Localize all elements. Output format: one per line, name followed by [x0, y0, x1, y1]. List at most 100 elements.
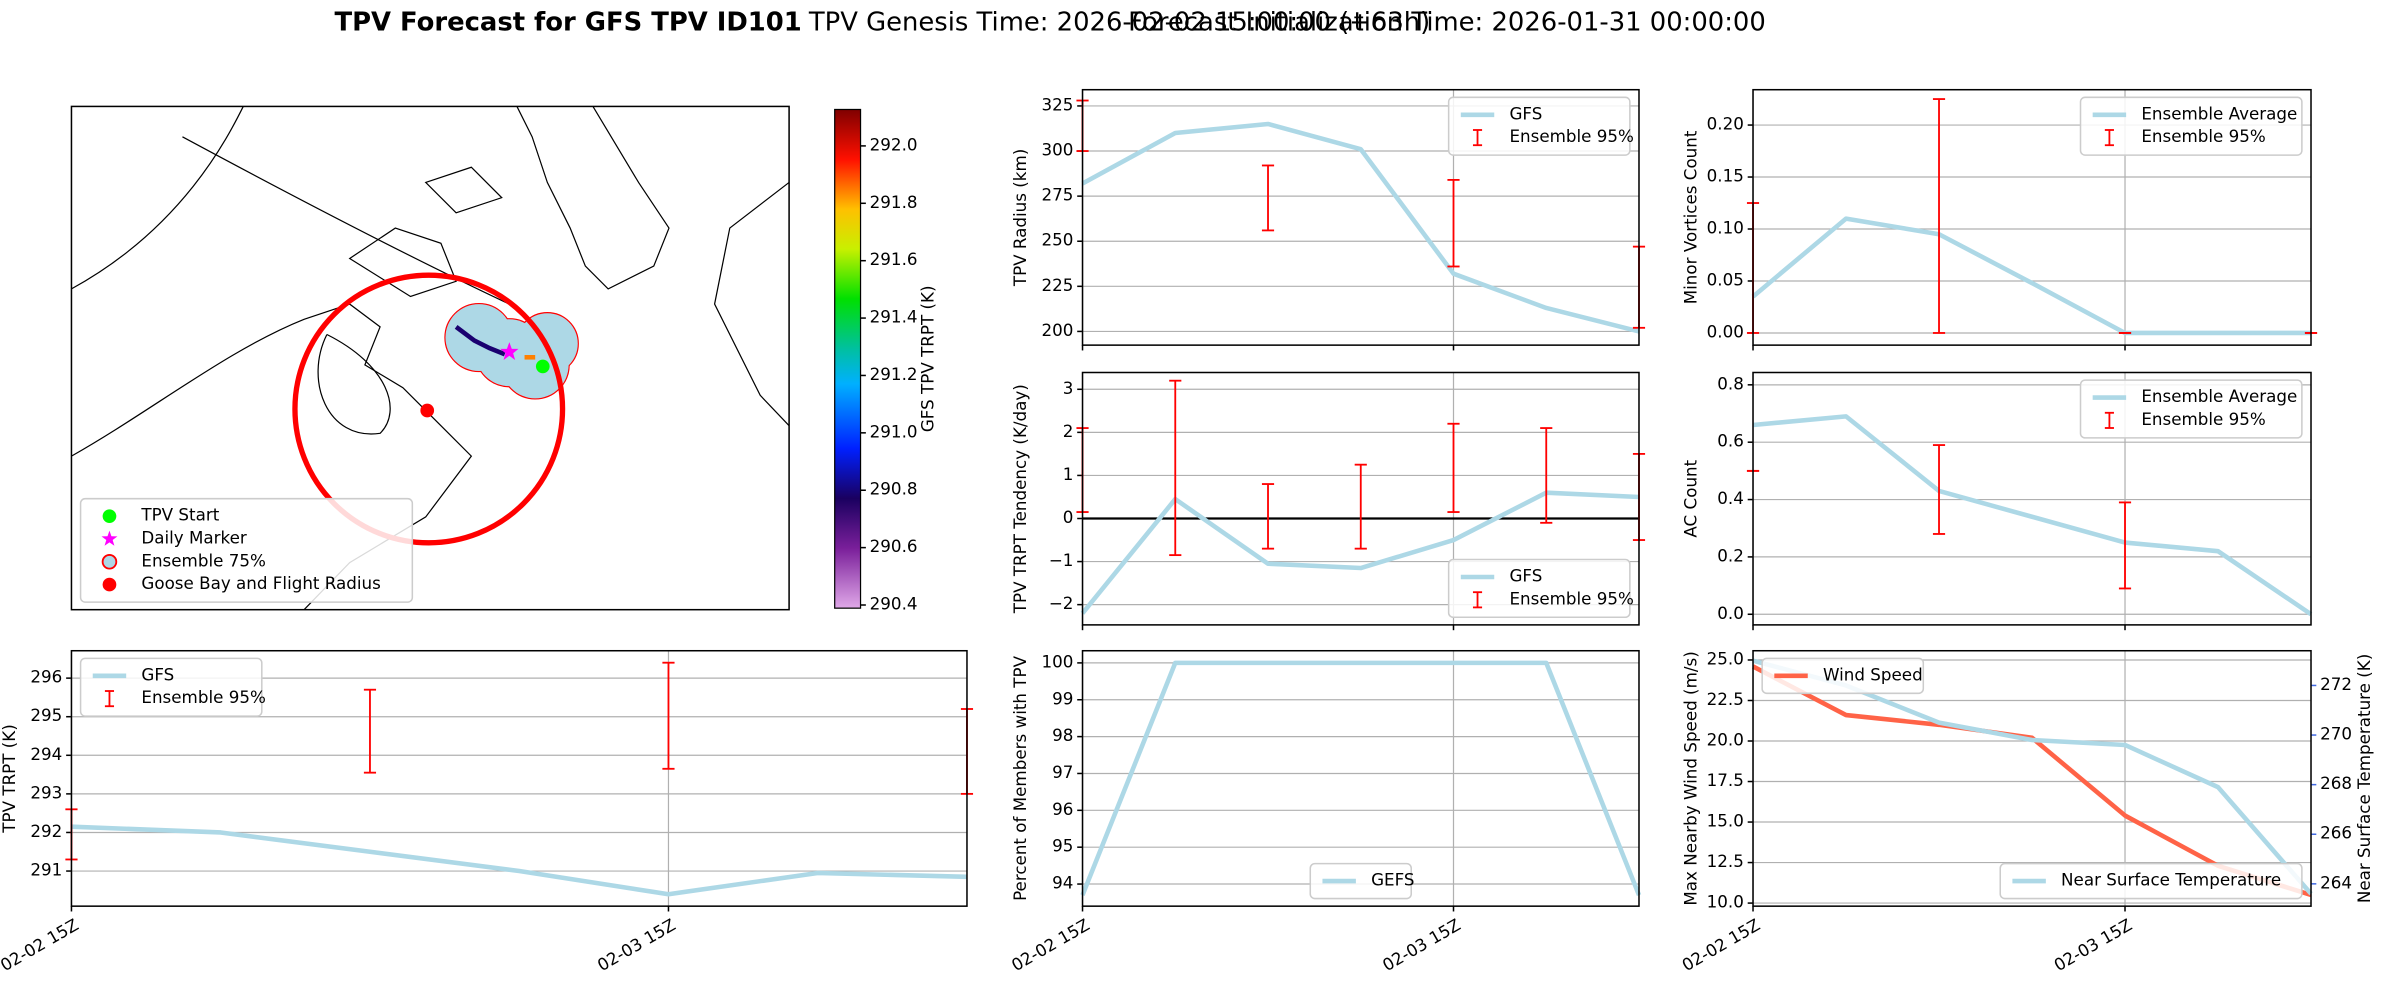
- y-tick-label: 0.6: [1717, 431, 1744, 451]
- axes-frame: [1752, 88, 2312, 346]
- legend-box: [1761, 657, 1925, 695]
- legend-box: [2079, 96, 2303, 156]
- coastline: [713, 181, 790, 427]
- colorbar-tick-label: 291.6: [870, 249, 918, 269]
- y-tick-label: 2: [1063, 421, 1074, 441]
- legend-box: [79, 497, 414, 603]
- y2-tick-label: 268: [2320, 773, 2352, 793]
- title-genesis: TPV Genesis Time: 2026-02-02 15:00:00 (+…: [808, 7, 1430, 37]
- colorbar-tick-label: 290.4: [870, 594, 918, 614]
- y-tick-label: 0.2: [1717, 545, 1744, 565]
- y-tick-label: 25.0: [1707, 648, 1744, 668]
- coastline: [516, 106, 670, 290]
- y-tick-label: 0.05: [1707, 269, 1744, 289]
- y-tick-label: 100: [1041, 651, 1073, 671]
- y-tick-label: 0.0: [1717, 603, 1744, 623]
- flight-radius: [292, 272, 566, 546]
- y-tick-label: 294: [30, 744, 62, 764]
- y-tick-label: 0.00: [1707, 321, 1744, 341]
- y-tick-label: 291: [30, 860, 62, 880]
- legend-label: GFS: [1509, 565, 1542, 585]
- legend-label: Ensemble 95%: [2141, 126, 2265, 146]
- coastline: [348, 166, 503, 298]
- legend-label: GFS: [1509, 103, 1542, 123]
- y-tick-label: 98: [1052, 725, 1073, 745]
- y-axis-label: Minor Vortices Count: [1681, 130, 1701, 304]
- legend-box: [79, 657, 263, 717]
- y-tick-label: −1: [1049, 550, 1074, 570]
- y-tick-label: 0.8: [1717, 373, 1744, 393]
- y-tick-label: 10.0: [1707, 892, 1744, 912]
- legend-label: Ensemble 95%: [2141, 409, 2265, 429]
- series-line: [1081, 121, 1640, 334]
- colorbar-label: GFS TPV TRPT (K): [917, 285, 937, 432]
- axes-frame: [1081, 649, 1640, 907]
- map-drawing: [71, 106, 790, 611]
- legend-label: Goose Bay and Flight Radius: [141, 573, 380, 593]
- axes-frame: [70, 649, 968, 907]
- legend-box: [2079, 379, 2303, 439]
- y-axis-label: Percent of Members with TPV: [1010, 655, 1030, 901]
- y-tick-label: 292: [30, 821, 62, 841]
- colorbar: [834, 108, 862, 609]
- track: [454, 325, 506, 357]
- y-tick-label: 99: [1052, 688, 1073, 708]
- y-tick-label: 300: [1041, 140, 1073, 160]
- y-axis-label: Max Nearby Wind Speed (m/s): [1681, 651, 1701, 905]
- axes-frame: [1081, 88, 1640, 346]
- y-tick-label: 225: [1041, 275, 1073, 295]
- legend-label: Ensemble 95%: [141, 687, 265, 707]
- y-tick-label: 1: [1063, 464, 1074, 484]
- coastline: [71, 303, 473, 611]
- series-line: [1751, 216, 2312, 336]
- goose-bay: [420, 403, 435, 418]
- y-tick-label: 17.5: [1707, 770, 1744, 790]
- y-tick-label: 295: [30, 705, 62, 725]
- y-tick-label: 0: [1063, 507, 1074, 527]
- y2-tick-label: 272: [2320, 674, 2352, 694]
- y-tick-label: 0.20: [1707, 114, 1744, 134]
- legend-swatch: [101, 554, 118, 570]
- y-tick-label: 293: [30, 782, 62, 802]
- legend-label: TPV Start: [140, 505, 219, 525]
- legend-swatch: [101, 530, 118, 546]
- coastline: [317, 333, 391, 435]
- axes-frame: [1752, 649, 2312, 907]
- ensemble-area: [292, 272, 579, 546]
- y-tick-label: 22.5: [1707, 689, 1744, 709]
- daily-marker: [500, 342, 519, 361]
- series-line: [71, 824, 968, 897]
- y-tick-label: 12.5: [1707, 851, 1744, 871]
- y-tick-label: −2: [1049, 593, 1074, 613]
- colorbar-tick-label: 291.2: [870, 364, 918, 384]
- colorbar-tick-label: 291.4: [870, 307, 918, 327]
- y-tick-label: 3: [1063, 378, 1074, 398]
- y-axis-label: TPV TRPT (K): [0, 724, 19, 834]
- legend-label: Ensemble 75%: [141, 550, 265, 570]
- title-init: Forecast Initialization Time: 2026-01-31…: [1128, 7, 1766, 37]
- y-tick-label: 275: [1041, 185, 1073, 205]
- legend-label: Ensemble 95%: [1509, 126, 1633, 146]
- y-tick-label: 325: [1041, 94, 1073, 114]
- legend-swatch: [102, 577, 117, 592]
- legend-label: GEFS: [1371, 870, 1414, 890]
- y-tick-label: 250: [1041, 230, 1073, 250]
- y-tick-label: 95: [1052, 836, 1073, 856]
- y-tick-label: 0.4: [1717, 488, 1744, 508]
- y2-tick-label: 270: [2320, 724, 2352, 744]
- legend-label: Wind Speed: [1823, 664, 1923, 684]
- axes-frame: [1752, 371, 2312, 626]
- y2-axis-label: Near Surface Temperature (K): [2354, 654, 2374, 903]
- colorbar-tick-label: 292.0: [870, 134, 918, 154]
- legend-label: GFS: [141, 664, 174, 684]
- legend-label: Ensemble Average: [2141, 103, 2297, 123]
- colorbar-tick-label: 291.0: [870, 421, 918, 441]
- y2-tick-label: 264: [2320, 872, 2352, 892]
- title-main: TPV Forecast for GFS TPV ID101: [334, 7, 801, 37]
- y-axis-label: TPV Radius (km): [1010, 149, 1030, 287]
- colorbar-tick-label: 290.6: [870, 536, 918, 556]
- legend-label: Near Surface Temperature: [2061, 870, 2281, 890]
- series-line: [1080, 660, 1642, 896]
- y-tick-label: 296: [30, 667, 62, 687]
